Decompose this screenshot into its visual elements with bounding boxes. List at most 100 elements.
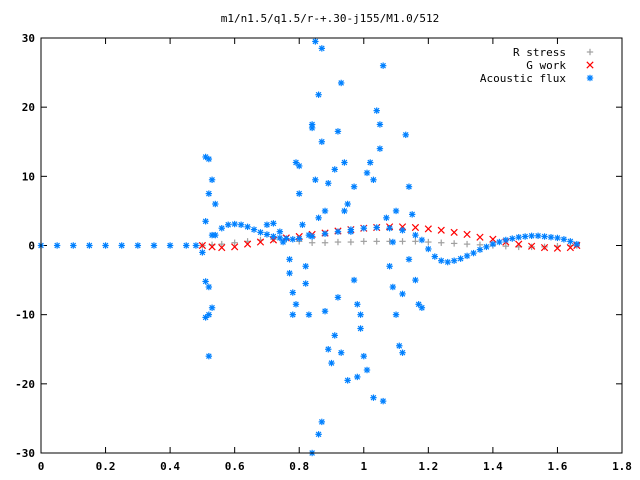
- data-point: [425, 245, 432, 253]
- data-point: [308, 239, 316, 246]
- data-point: [431, 253, 438, 260]
- data-point: [411, 223, 420, 232]
- data-point: [312, 176, 319, 183]
- data-point: [325, 180, 332, 187]
- y-tick-label: 20: [22, 101, 35, 114]
- data-point: [402, 131, 409, 139]
- data-point: [502, 242, 509, 250]
- x-tick-label: 1.6: [548, 460, 568, 473]
- data-point: [418, 236, 426, 244]
- data-point: [438, 257, 445, 264]
- y-tick-label: -30: [15, 447, 35, 460]
- data-point: [70, 242, 77, 249]
- x-tick-label: 1.4: [483, 460, 503, 473]
- data-point: [199, 249, 206, 256]
- data-point: [370, 176, 377, 183]
- data-point: [344, 377, 351, 384]
- data-point: [463, 240, 471, 248]
- y-tick-label: -20: [15, 378, 35, 391]
- data-point: [321, 230, 329, 237]
- data-point: [289, 311, 296, 318]
- data-point: [208, 231, 216, 239]
- data-point: [360, 225, 367, 232]
- data-point: [250, 226, 258, 233]
- data-point: [379, 397, 387, 405]
- data-point: [357, 325, 364, 332]
- data-point: [257, 229, 264, 236]
- data-point: [367, 159, 374, 166]
- data-point: [53, 242, 61, 249]
- data-point: [276, 234, 284, 242]
- data-point: [208, 176, 216, 183]
- data-point: [231, 243, 239, 251]
- data-point: [202, 278, 209, 285]
- data-point: [376, 121, 384, 128]
- data-point: [318, 138, 326, 145]
- data-point: [444, 258, 451, 266]
- data-point: [521, 233, 529, 240]
- data-point: [289, 236, 296, 243]
- data-point: [331, 166, 338, 173]
- legend-marker: [586, 61, 594, 69]
- data-point: [192, 242, 200, 249]
- data-point: [263, 221, 271, 228]
- data-point: [218, 225, 225, 232]
- data-point: [315, 431, 322, 438]
- data-point: [438, 239, 445, 246]
- data-point: [347, 228, 355, 235]
- data-point: [383, 214, 390, 222]
- data-point: [286, 269, 293, 277]
- data-point: [208, 243, 216, 251]
- data-point: [363, 366, 371, 374]
- data-point: [321, 239, 329, 246]
- data-point: [312, 38, 319, 45]
- data-point: [540, 243, 549, 252]
- data-point: [205, 283, 213, 291]
- data-point: [334, 228, 342, 235]
- data-point: [134, 242, 142, 249]
- series-acoustic-flux: [37, 38, 581, 457]
- data-point: [86, 242, 93, 249]
- data-point: [389, 238, 397, 246]
- data-point: [212, 200, 219, 208]
- data-point: [202, 218, 209, 225]
- data-point: [302, 280, 309, 287]
- data-point: [321, 207, 329, 215]
- data-point: [373, 107, 380, 114]
- data-point: [373, 224, 380, 231]
- data-point: [489, 235, 497, 243]
- data-point: [263, 231, 271, 238]
- data-point: [399, 349, 406, 356]
- data-point: [408, 211, 416, 218]
- data-point: [289, 289, 296, 296]
- legend-label: R stress: [513, 46, 566, 59]
- x-tick-label: 0.4: [160, 460, 180, 473]
- data-point: [450, 240, 458, 247]
- data-point: [347, 238, 355, 246]
- data-point: [308, 124, 316, 132]
- data-point: [360, 238, 367, 245]
- legend-label: Acoustic flux: [480, 72, 566, 85]
- data-point: [331, 332, 338, 339]
- data-point: [399, 227, 406, 234]
- data-point: [286, 256, 293, 263]
- data-point: [225, 221, 232, 228]
- data-point: [463, 230, 471, 239]
- data-point: [231, 239, 238, 246]
- data-point: [373, 238, 380, 245]
- data-point: [357, 311, 364, 318]
- data-point: [118, 242, 125, 249]
- data-point: [334, 238, 342, 246]
- data-point: [405, 256, 413, 263]
- data-point: [244, 223, 251, 231]
- data-point: [270, 233, 277, 240]
- data-point: [218, 240, 225, 248]
- data-point: [389, 283, 397, 291]
- legend-label: G work: [526, 59, 566, 72]
- data-point: [292, 301, 300, 308]
- data-point: [399, 238, 406, 245]
- data-point: [541, 233, 548, 240]
- data-point: [315, 91, 322, 98]
- data-point: [437, 226, 445, 234]
- data-point: [386, 263, 393, 270]
